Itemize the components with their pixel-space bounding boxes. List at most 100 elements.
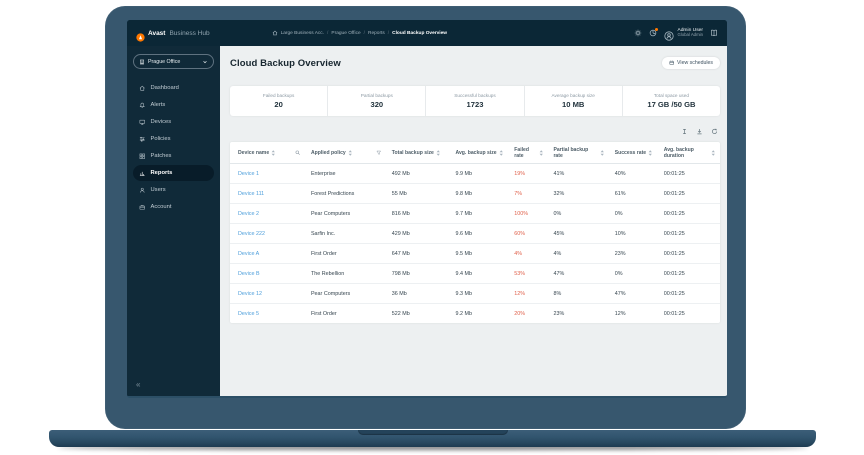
sort-icon[interactable]: [271, 150, 276, 156]
device-link[interactable]: Device 2: [230, 203, 306, 224]
sidebar-item-reports[interactable]: Reports: [133, 165, 214, 181]
cell-total: 429 Mb: [386, 223, 451, 244]
sort-icon[interactable]: [711, 150, 716, 156]
cell-partial: 0%: [548, 203, 610, 224]
filter-icon[interactable]: [376, 150, 382, 156]
sidebar-item-devices[interactable]: Devices: [133, 114, 214, 130]
stat-value: 1723: [466, 100, 484, 109]
devices-table: Device name Applied policy Total backup si…: [230, 142, 720, 323]
monitor-icon: [139, 119, 146, 126]
sort-icon[interactable]: [499, 150, 504, 156]
sidebar-item-users[interactable]: Users: [133, 182, 214, 198]
stats-bar: Failed backups 20 Partial backups 320 Succes…: [230, 86, 720, 116]
column-label: Avg. backup size: [455, 150, 497, 156]
column-header-total-backup-size[interactable]: Total backup size: [386, 142, 451, 164]
notifications-icon[interactable]: [649, 27, 659, 37]
column-label: Failed rate: [514, 147, 529, 159]
cell-duration: 00:01:25: [658, 243, 720, 264]
chevron-down-icon: [202, 59, 208, 65]
brand-name: Avast: [148, 29, 166, 37]
table-row: Device B The Rebellion 798 Mb 9.4 Mb 53% 47% 0…: [230, 263, 720, 284]
home-icon[interactable]: [272, 30, 278, 36]
search-icon[interactable]: [295, 150, 301, 156]
cell-avg: 9.6 Mb: [450, 223, 510, 244]
stat-label: Partial backups: [360, 93, 393, 98]
column-label: Avg. backup duration: [663, 147, 694, 159]
cell-avg: 9.2 Mb: [450, 303, 510, 323]
stat-label: Total space used: [653, 93, 689, 98]
view-schedules-label: View schedules: [677, 60, 713, 66]
stat-total-space-used: Total space used 17 GB /50 GB: [623, 86, 720, 116]
device-link[interactable]: Device A: [230, 243, 306, 264]
sidebar-item-patches[interactable]: Patches: [133, 148, 214, 164]
cell-duration: 00:01:25: [658, 283, 720, 304]
breadcrumb: Large Business Acc. / Prague Office / Re…: [272, 30, 447, 36]
sort-icon[interactable]: [539, 150, 544, 156]
refresh-icon[interactable]: [711, 128, 718, 135]
cell-policy: Sarfin Inc.: [305, 223, 387, 244]
device-link[interactable]: Device 1: [238, 170, 259, 177]
cell-total: 647 Mb: [386, 243, 451, 264]
cell-policy: Enterprise: [310, 170, 336, 177]
sort-icon[interactable]: [600, 150, 605, 156]
cell-total: 798 Mb: [386, 263, 451, 284]
device-link[interactable]: Device 5: [230, 303, 306, 323]
cell-avg: 9.8 Mb: [450, 183, 510, 204]
sort-icon[interactable]: [436, 150, 441, 156]
laptop-shadow: [58, 445, 808, 450]
table-row: Device 111 Forest Predictions 55 Mb 9.8 Mb 7…: [230, 183, 720, 204]
sort-icon[interactable]: [648, 150, 653, 156]
column-header-avg-backup-duration[interactable]: Avg. backup duration: [658, 142, 720, 164]
stat-partial-backups: Partial backups 320: [328, 86, 427, 116]
view-schedules-button[interactable]: View schedules: [661, 57, 720, 69]
cell-total: 816 Mb: [386, 203, 451, 224]
breadcrumb-item[interactable]: Large Business Acc.: [280, 30, 325, 36]
sidebar-item-label: Alerts: [150, 102, 166, 108]
sort-icon[interactable]: [348, 150, 353, 156]
column-header-applied-policy[interactable]: Applied policy: [305, 142, 387, 164]
device-link[interactable]: Device 111: [230, 183, 306, 204]
column-label: Success rate: [614, 150, 647, 156]
user-menu[interactable]: Admin User Global Admin: [664, 28, 703, 41]
sidebar-item-alerts[interactable]: Alerts: [133, 97, 214, 113]
table-tools: [230, 125, 718, 138]
sidebar-item-account[interactable]: Account: [133, 199, 214, 215]
book-icon[interactable]: [710, 29, 718, 37]
laptop-screen: Avast Business Hub Large Business Acc. /…: [127, 20, 727, 398]
breadcrumb-item[interactable]: Prague Office: [331, 30, 361, 36]
column-header-partial-backup-rate[interactable]: Partial backup rate: [548, 142, 610, 164]
sidebar-item-dashboard[interactable]: Dashboard: [133, 80, 214, 96]
breadcrumb-separator: /: [363, 30, 365, 36]
stat-label: Successful backups: [454, 93, 496, 98]
device-link[interactable]: Device B: [230, 263, 306, 284]
brand-suffix: Business Hub: [169, 29, 210, 37]
sidebar-item-policies[interactable]: Policies: [133, 131, 214, 147]
column-header-success-rate[interactable]: Success rate: [609, 142, 659, 164]
breadcrumb-current: Cloud Backup Overview: [392, 30, 448, 36]
breadcrumb-item[interactable]: Reports: [367, 30, 385, 36]
download-icon[interactable]: [696, 128, 703, 135]
device-link[interactable]: Device 222: [230, 223, 306, 244]
cell-failed: 60%: [509, 223, 549, 244]
cell-avg: 9.3 Mb: [450, 283, 510, 304]
column-header-device-name[interactable]: Device name: [230, 142, 306, 164]
stat-value: 320: [370, 100, 384, 109]
column-header-failed-rate[interactable]: Failed rate: [509, 142, 549, 164]
column-header-avg-backup-size[interactable]: Avg. backup size: [450, 142, 510, 164]
sidebar-item-label: Reports: [150, 170, 173, 176]
cell-policy: First Order: [305, 243, 387, 264]
page-header: Cloud Backup Overview View schedules: [230, 57, 720, 69]
sidebar-collapse-button[interactable]: «: [136, 380, 141, 389]
org-selector[interactable]: Prague Office: [133, 54, 214, 69]
cell-policy: First Order: [305, 303, 387, 323]
cell-failed: 4%: [509, 243, 549, 264]
cell-avg: 9.5 Mb: [450, 243, 510, 264]
cell-avg: 9.7 Mb: [450, 203, 510, 224]
avatar-icon: [664, 28, 675, 41]
resize-columns-icon[interactable]: [681, 128, 688, 135]
gear-icon[interactable]: [634, 29, 642, 37]
device-link[interactable]: Device 12: [230, 283, 306, 304]
cell-policy: The Rebellion: [305, 263, 387, 284]
column-label: Device name: [238, 150, 270, 156]
